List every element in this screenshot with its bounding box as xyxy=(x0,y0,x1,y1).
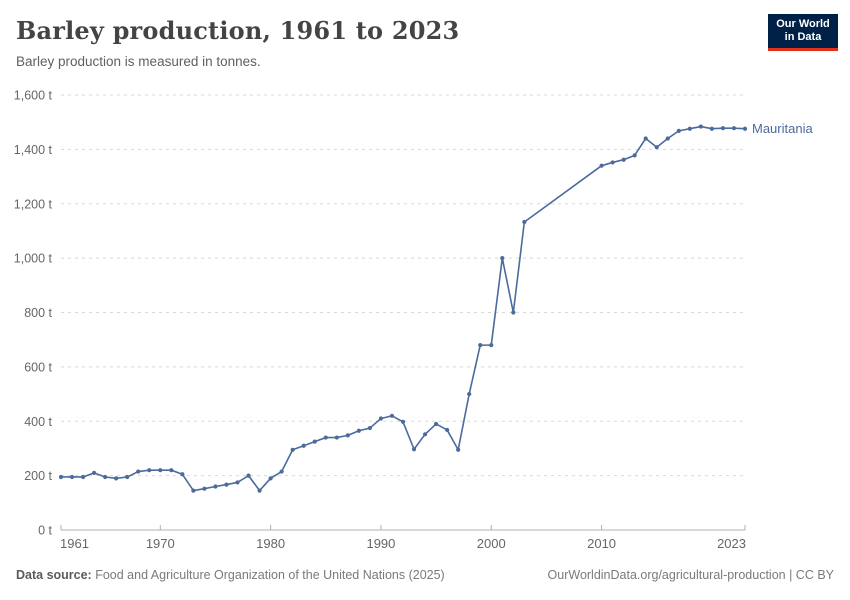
y-tick-label-400: 400 t xyxy=(24,415,52,429)
data-point-mauritania-1975[interactable] xyxy=(213,484,218,489)
data-point-mauritania-2013[interactable] xyxy=(632,153,637,158)
data-point-mauritania-1981[interactable] xyxy=(279,469,284,474)
data-point-mauritania-1982[interactable] xyxy=(290,447,295,452)
data-point-mauritania-1993[interactable] xyxy=(411,447,417,452)
data-point-mauritania-2019[interactable] xyxy=(698,124,703,129)
owid-logo-accent-bar xyxy=(768,48,838,51)
data-point-mauritania-1989[interactable] xyxy=(367,425,373,431)
data-point-mauritania-1971[interactable] xyxy=(169,468,174,473)
owid-logo-box: Our World in Data xyxy=(768,14,838,48)
data-point-mauritania-1986[interactable] xyxy=(334,435,339,440)
data-point-mauritania-1974[interactable] xyxy=(202,486,207,491)
series-label-mauritania[interactable]: Mauritania xyxy=(752,121,813,136)
data-point-mauritania-1968[interactable] xyxy=(136,469,141,474)
owid-logo-line2: in Data xyxy=(784,31,822,43)
data-point-mauritania-1985[interactable] xyxy=(323,435,328,440)
data-point-mauritania-1987[interactable] xyxy=(345,433,350,438)
x-tick-label-2000: 2000 xyxy=(477,536,506,551)
data-point-mauritania-1963[interactable] xyxy=(80,474,86,480)
data-point-mauritania-2014[interactable] xyxy=(643,136,648,141)
data-point-mauritania-1994[interactable] xyxy=(422,432,428,437)
data-point-mauritania-1999[interactable] xyxy=(478,343,483,348)
data-point-mauritania-2001[interactable] xyxy=(500,256,505,261)
y-tick-label-1000: 1,000 t xyxy=(14,252,53,266)
footer-attribution[interactable]: OurWorldinData.org/agricultural-producti… xyxy=(547,568,834,582)
data-point-mauritania-2018[interactable] xyxy=(687,126,692,131)
x-tick-label-1990: 1990 xyxy=(366,536,395,551)
y-tick-label-600: 600 t xyxy=(24,360,52,374)
x-tick-label-2010: 2010 xyxy=(587,536,616,551)
data-point-mauritania-1998[interactable] xyxy=(467,391,472,397)
data-point-mauritania-1978[interactable] xyxy=(246,473,251,478)
line-chart[interactable]: 0 t 200 t 400 t 600 t 800 t 1,000 t 1,200 t 1,4… xyxy=(0,85,850,560)
data-point-mauritania-1967[interactable] xyxy=(125,474,130,480)
chart-subtitle: Barley production is measured in tonnes. xyxy=(16,54,261,69)
data-point-mauritania-2023[interactable] xyxy=(742,126,748,131)
data-point-mauritania-1980[interactable] xyxy=(268,476,273,481)
data-point-mauritania-1966[interactable] xyxy=(114,476,119,481)
data-point-mauritania-1995[interactable] xyxy=(433,421,439,427)
y-tick-label-1400: 1,400 t xyxy=(14,143,53,157)
data-point-mauritania-1977[interactable] xyxy=(235,480,240,485)
data-point-mauritania-2003[interactable] xyxy=(522,219,527,225)
data-source-label: Data source: xyxy=(16,568,92,582)
data-point-mauritania-1969[interactable] xyxy=(147,468,152,473)
page-title: Barley production, 1961 to 2023 xyxy=(16,16,460,45)
x-tick-label-1970: 1970 xyxy=(146,536,175,551)
data-point-mauritania-1983[interactable] xyxy=(301,443,306,448)
y-tick-label-800: 800 t xyxy=(24,306,52,320)
data-point-mauritania-1979[interactable] xyxy=(257,488,262,493)
chart-footer: Data source: Food and Agriculture Organi… xyxy=(16,568,834,582)
data-point-mauritania-1965[interactable] xyxy=(103,474,108,480)
data-point-mauritania-1991[interactable] xyxy=(389,413,395,418)
x-tick-label-1980: 1980 xyxy=(256,536,285,551)
data-point-mauritania-1973[interactable] xyxy=(191,488,196,493)
data-point-mauritania-2016[interactable] xyxy=(665,136,670,141)
chart-header: Barley production, 1961 to 2023 Barley p… xyxy=(16,16,750,69)
data-point-mauritania-2015[interactable] xyxy=(654,145,659,150)
owid-logo-line1: Our World xyxy=(776,18,830,30)
data-point-mauritania-1972[interactable] xyxy=(180,472,185,477)
data-point-mauritania-2017[interactable] xyxy=(676,128,681,133)
data-point-mauritania-2021[interactable] xyxy=(720,126,726,131)
data-point-mauritania-2002[interactable] xyxy=(511,310,516,315)
data-point-mauritania-1964[interactable] xyxy=(91,470,97,476)
data-point-mauritania-2000[interactable] xyxy=(489,343,494,348)
data-point-mauritania-1996[interactable] xyxy=(445,427,450,433)
data-point-mauritania-1997[interactable] xyxy=(456,447,461,452)
y-tick-label-1600: 1,600 t xyxy=(14,89,53,103)
data-point-mauritania-1992[interactable] xyxy=(400,419,406,424)
data-point-mauritania-1976[interactable] xyxy=(224,482,229,487)
y-tick-label-200: 200 t xyxy=(24,469,52,483)
data-point-mauritania-1990[interactable] xyxy=(378,416,384,421)
data-point-mauritania-2010[interactable] xyxy=(599,163,604,168)
y-tick-label-0: 0 t xyxy=(38,524,52,538)
data-point-mauritania-1962[interactable] xyxy=(69,474,75,480)
series-line-mauritania[interactable] xyxy=(60,125,746,492)
owid-logo[interactable]: Our World in Data xyxy=(768,14,838,51)
x-tick-label-2023: 2023 xyxy=(717,536,746,551)
data-source-note: Data source: Food and Agriculture Organi… xyxy=(16,568,445,582)
data-point-mauritania-1984[interactable] xyxy=(312,439,317,444)
data-source-text: Food and Agriculture Organization of the… xyxy=(91,568,445,582)
data-point-mauritania-1988[interactable] xyxy=(356,428,361,433)
data-point-mauritania-2012[interactable] xyxy=(621,157,626,162)
x-tick-label-1961: 1961 xyxy=(60,536,89,551)
data-point-mauritania-2020[interactable] xyxy=(709,126,715,131)
y-tick-label-1200: 1,200 t xyxy=(14,197,53,211)
data-point-mauritania-1970[interactable] xyxy=(158,468,163,473)
data-point-mauritania-2022[interactable] xyxy=(731,126,737,131)
data-point-mauritania-1961[interactable] xyxy=(58,474,64,480)
data-point-mauritania-2011[interactable] xyxy=(610,160,615,165)
